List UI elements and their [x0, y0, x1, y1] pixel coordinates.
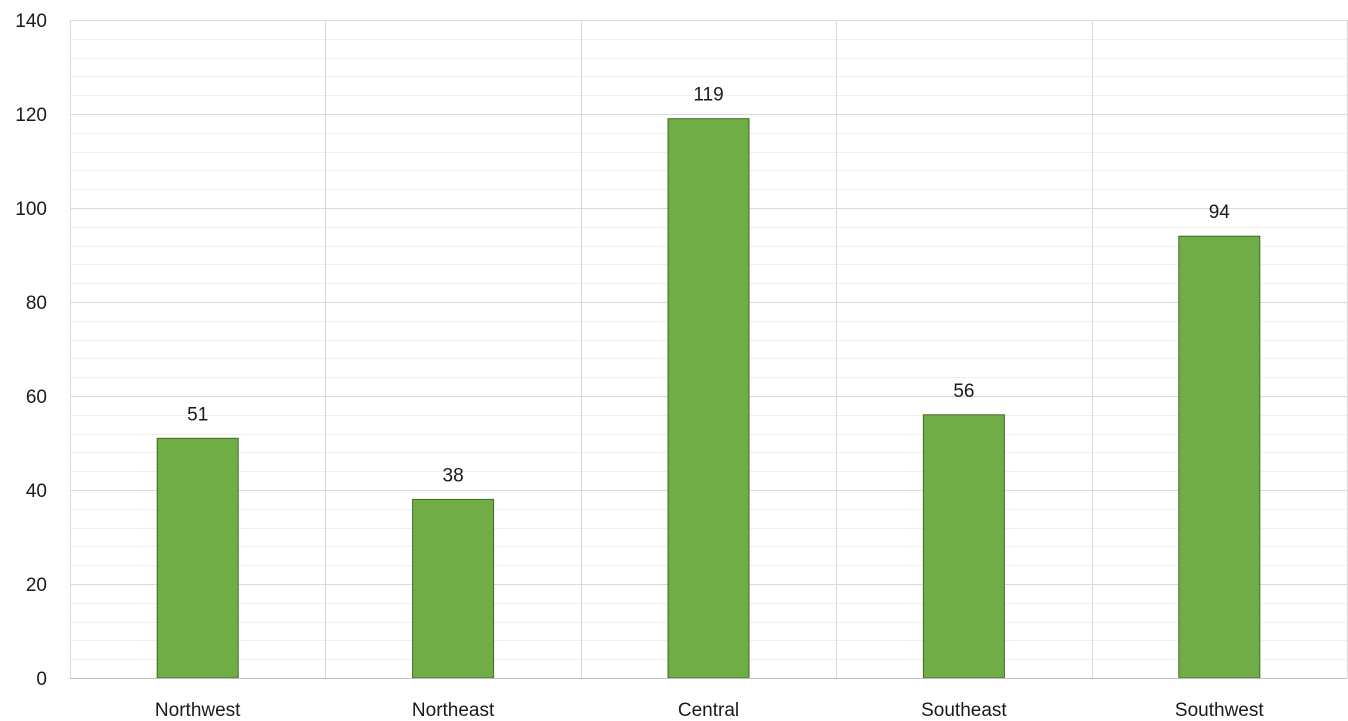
- data-label-southwest: 94: [1209, 202, 1231, 223]
- y-tick-label: 140: [15, 11, 47, 32]
- data-label-southeast: 56: [953, 381, 974, 402]
- x-tick-label-northwest: Northwest: [155, 700, 241, 721]
- y-tick-label: 0: [36, 669, 47, 690]
- y-tick-label: 20: [26, 575, 47, 596]
- x-tick-label-southwest: Southwest: [1175, 700, 1264, 721]
- bar-northwest: [156, 437, 239, 679]
- x-tick-label-northeast: Northeast: [412, 700, 495, 721]
- y-tick-label: 40: [26, 481, 47, 502]
- bar-southwest: [1178, 235, 1261, 679]
- bar-northeast: [412, 498, 495, 679]
- data-label-northwest: 51: [187, 404, 208, 425]
- y-tick-label: 80: [26, 293, 47, 314]
- y-tick-label: 120: [15, 105, 47, 126]
- x-tick-label-central: Central: [678, 700, 739, 721]
- label-layer: 51 Northwest 38 Northeast 119 Central 56 Southe…: [15, 11, 1264, 721]
- data-label-central: 119: [693, 85, 723, 106]
- bar-southeast: [922, 414, 1005, 679]
- bar-central: [667, 118, 750, 679]
- data-label-northeast: 38: [443, 465, 464, 486]
- x-tick-label-southeast: Southeast: [921, 700, 1007, 721]
- y-tick-label: 100: [15, 199, 47, 220]
- y-tick-label: 60: [26, 387, 47, 408]
- bar-layer: [156, 118, 1261, 679]
